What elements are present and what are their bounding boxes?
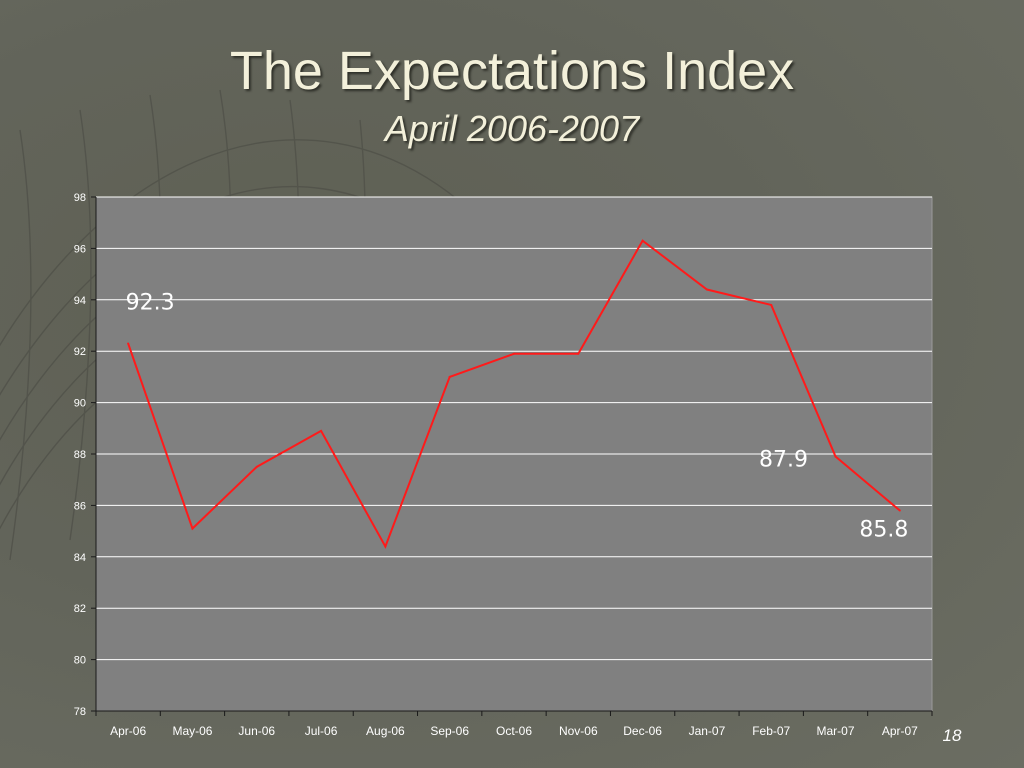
slide-title: The Expectations Index [229, 41, 795, 101]
y-tick-label: 90 [74, 398, 86, 410]
y-tick-label: 94 [74, 295, 86, 307]
y-tick-label: 92 [74, 346, 86, 358]
x-tick-label: Aug-06 [366, 724, 405, 738]
y-tick-label: 78 [74, 706, 86, 718]
x-tick-label: Jul-06 [305, 724, 338, 738]
data-point [705, 288, 708, 291]
slide-subtitle: April 2006-2007 [384, 108, 640, 149]
data-point [255, 465, 258, 468]
data-point [577, 352, 580, 355]
x-tick-label: Mar-07 [817, 724, 855, 738]
y-tick-label: 84 [74, 552, 86, 564]
data-point [834, 455, 837, 458]
data-label: 85.8 [859, 518, 908, 543]
data-point [191, 527, 194, 530]
y-tick-label: 98 [74, 192, 86, 204]
y-tick-label: 82 [74, 603, 86, 615]
y-tick-label: 88 [74, 449, 86, 461]
x-tick-label: Sep-06 [430, 724, 469, 738]
x-tick-label: Oct-06 [496, 724, 532, 738]
slide-number: 18 [942, 726, 962, 745]
x-tick-label: Apr-07 [882, 724, 918, 738]
data-point [513, 352, 515, 355]
data-point [127, 342, 130, 345]
data-point [448, 375, 451, 378]
x-tick-label: May-06 [172, 724, 212, 738]
data-label: 87.9 [759, 448, 808, 473]
x-tick-label: Jun-06 [238, 724, 275, 738]
y-tick-label: 86 [74, 500, 86, 512]
data-label: 92.3 [126, 290, 175, 315]
x-tick-label: Nov-06 [559, 724, 598, 738]
data-point [320, 429, 323, 432]
x-tick-label: Feb-07 [752, 724, 790, 738]
x-tick-label: Dec-06 [623, 724, 662, 738]
data-point [641, 239, 644, 242]
data-point [898, 509, 901, 512]
data-point [770, 303, 773, 306]
y-tick-label: 96 [74, 243, 86, 255]
x-tick-label: Jan-07 [689, 724, 726, 738]
data-point [384, 545, 387, 548]
x-tick-label: Apr-06 [110, 724, 146, 738]
y-tick-label: 80 [74, 655, 86, 667]
